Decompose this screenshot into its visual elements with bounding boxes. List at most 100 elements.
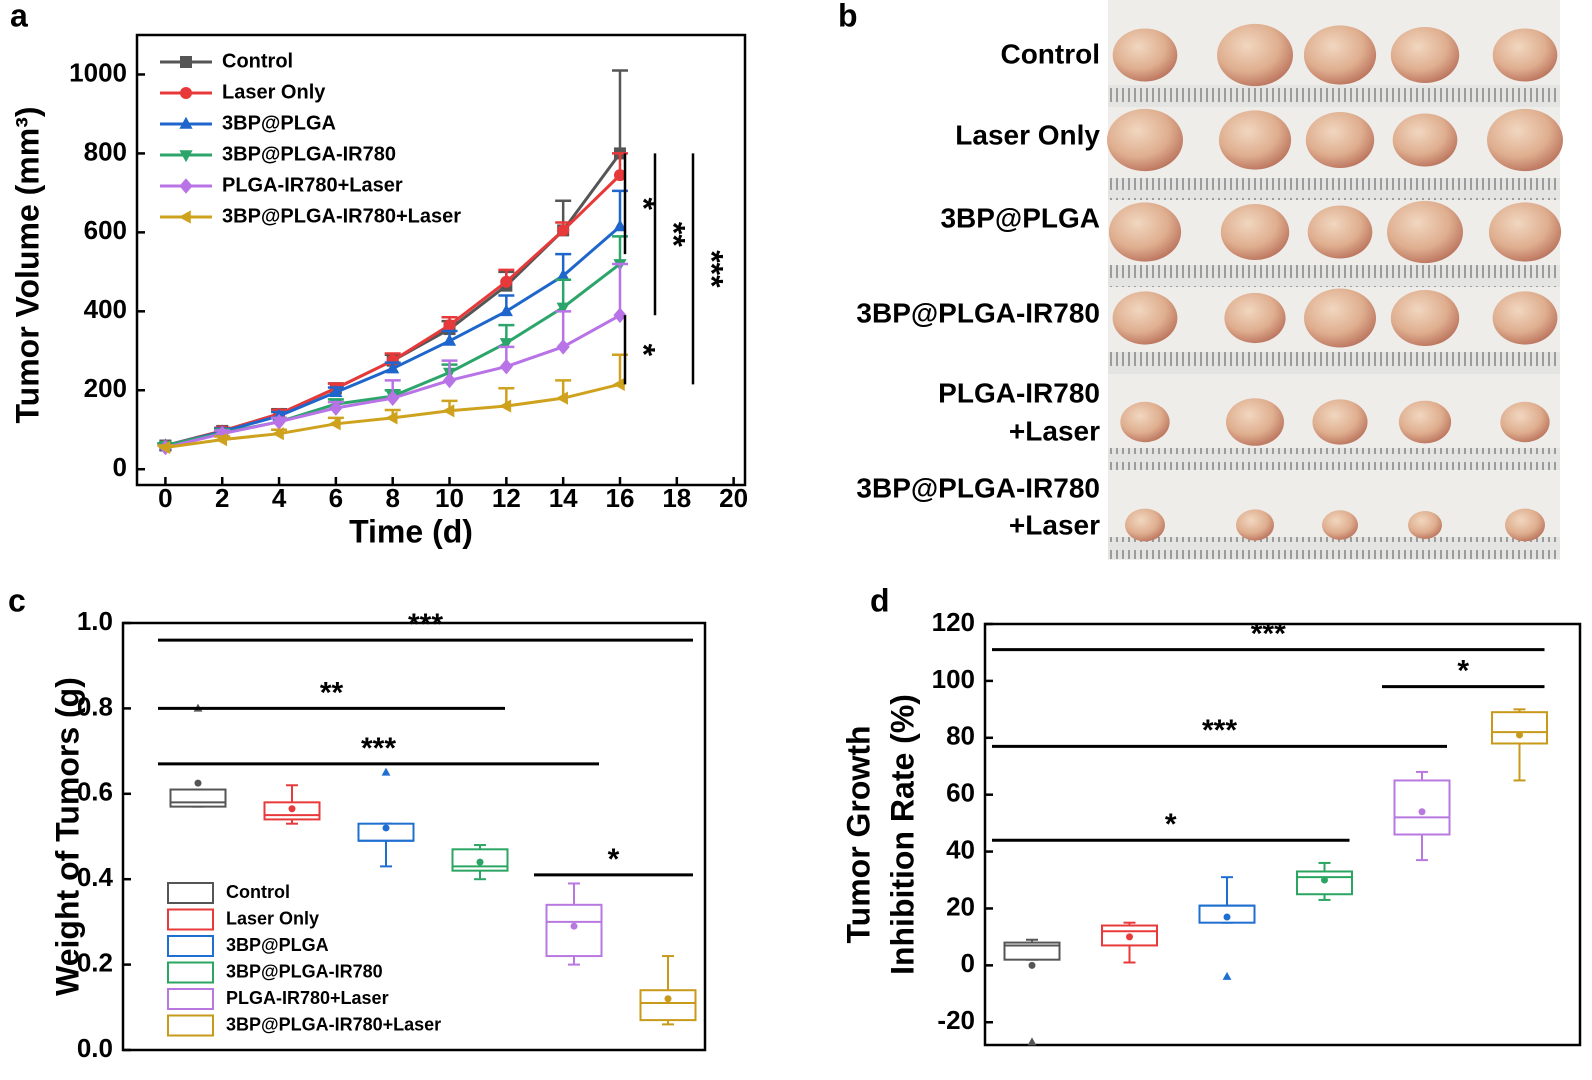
- marker: [442, 404, 455, 418]
- mean-dot: [194, 779, 202, 787]
- significance-label: ***: [694, 250, 730, 288]
- tumor: [1307, 205, 1373, 259]
- marker: [500, 275, 513, 288]
- y-tick-label: 200: [84, 373, 127, 403]
- marker: [499, 399, 512, 413]
- tumor: [1125, 508, 1165, 542]
- tumor: [1392, 113, 1458, 167]
- tumor: [1112, 28, 1178, 82]
- marker: [612, 377, 625, 391]
- x-tick-label: 6: [329, 483, 343, 513]
- y-tick-label: 800: [84, 136, 127, 166]
- mean-dot: [1126, 933, 1133, 941]
- legend-box: [167, 1014, 214, 1037]
- marker: [499, 304, 513, 317]
- marker: [613, 169, 626, 182]
- mean-dot: [476, 858, 484, 866]
- y-tick-label: 1.0: [77, 606, 113, 636]
- marker: [556, 339, 570, 355]
- group-label: 3BP@PLGA: [940, 202, 1100, 233]
- ruler: [1108, 178, 1560, 200]
- tumor: [1505, 508, 1545, 542]
- marker: [215, 433, 228, 447]
- box: [1393, 779, 1451, 836]
- legend-label: Control: [222, 50, 293, 72]
- marker: [329, 385, 343, 398]
- legend-box: [167, 882, 214, 904]
- marker: [1222, 971, 1232, 980]
- group-label: 3BP@PLGA-IR780: [856, 472, 1100, 503]
- legend-label: Laser Only: [226, 908, 319, 928]
- marker: [386, 361, 400, 374]
- marker: [178, 210, 191, 224]
- tumor: [1390, 289, 1460, 347]
- ruler: [1108, 265, 1560, 287]
- marker: [381, 767, 391, 776]
- marker: [179, 150, 193, 163]
- y-tick-label: 120: [932, 607, 975, 637]
- ruler: [1108, 85, 1560, 107]
- marker: [613, 307, 627, 324]
- legend-label: Laser Only: [222, 81, 326, 103]
- marker: [386, 390, 400, 406]
- legend-label: 3BP@PLGA-IR780+Laser: [222, 205, 461, 227]
- tumor: [1224, 292, 1286, 344]
- significance-label: *: [626, 344, 662, 357]
- x-tick-label: 20: [719, 483, 748, 513]
- legend-label: 3BP@PLGA-IR780+Laser: [226, 1014, 441, 1034]
- marker: [556, 268, 570, 281]
- tumor: [1322, 510, 1358, 540]
- x-tick-label: 18: [662, 483, 691, 513]
- legend-label: Control: [226, 882, 290, 902]
- y-tick-label: 20: [946, 891, 975, 921]
- y-tick-label: 0.6: [77, 777, 113, 807]
- tumor: [1217, 23, 1293, 87]
- tumor: [1492, 28, 1558, 82]
- legend-label: 3BP@PLGA-IR780: [226, 961, 383, 981]
- y-tick-label: 1000: [69, 57, 127, 87]
- y-tick-label: -20: [937, 1005, 975, 1035]
- marker: [180, 87, 192, 99]
- plot-frame: [121, 621, 707, 1052]
- box: [1491, 711, 1548, 745]
- x-tick-label: 8: [385, 483, 399, 513]
- marker: [328, 417, 341, 431]
- y-tick-label: 0: [961, 948, 975, 978]
- tumor: [1303, 25, 1377, 85]
- y-tick-label: 600: [84, 215, 127, 245]
- significance-label: *: [626, 198, 662, 211]
- mean-dot: [1516, 731, 1523, 739]
- y-axis-label: Weight of Tumors (g): [49, 677, 85, 996]
- legend-label: PLGA-IR780+Laser: [226, 988, 389, 1008]
- significance-label: ***: [361, 732, 396, 765]
- tumor: [1500, 401, 1550, 443]
- x-tick-label: 10: [435, 483, 464, 513]
- significance-label: ***: [1202, 714, 1237, 747]
- mean-dot: [1223, 913, 1231, 921]
- mean-dot: [664, 995, 672, 1003]
- tumor: [1398, 400, 1452, 444]
- y-tick-label: 0: [113, 452, 127, 482]
- marker: [179, 178, 193, 194]
- marker: [499, 338, 513, 351]
- panel-label: b: [838, 0, 858, 33]
- legend-label: 3BP@PLGA-IR780: [222, 143, 396, 165]
- group-label: Control: [1000, 38, 1100, 69]
- marker: [271, 427, 284, 441]
- plot-frame: [135, 33, 747, 487]
- legend-label: PLGA-IR780+Laser: [222, 174, 403, 196]
- marker: [180, 56, 192, 68]
- y-tick-label: 0.0: [77, 1033, 113, 1063]
- mean-dot: [1321, 876, 1328, 884]
- group-label: 3BP@PLGA-IR780: [856, 297, 1100, 328]
- marker: [557, 224, 570, 237]
- y-tick-label: 0.8: [77, 691, 113, 721]
- x-tick-label: 14: [549, 483, 578, 513]
- marker: [499, 358, 513, 375]
- tumor: [1312, 399, 1368, 445]
- legend-box: [167, 908, 214, 931]
- x-tick-label: 16: [606, 483, 635, 513]
- panel-label: d: [870, 582, 890, 618]
- mean-dot: [1418, 808, 1426, 816]
- legend-box: [167, 935, 214, 957]
